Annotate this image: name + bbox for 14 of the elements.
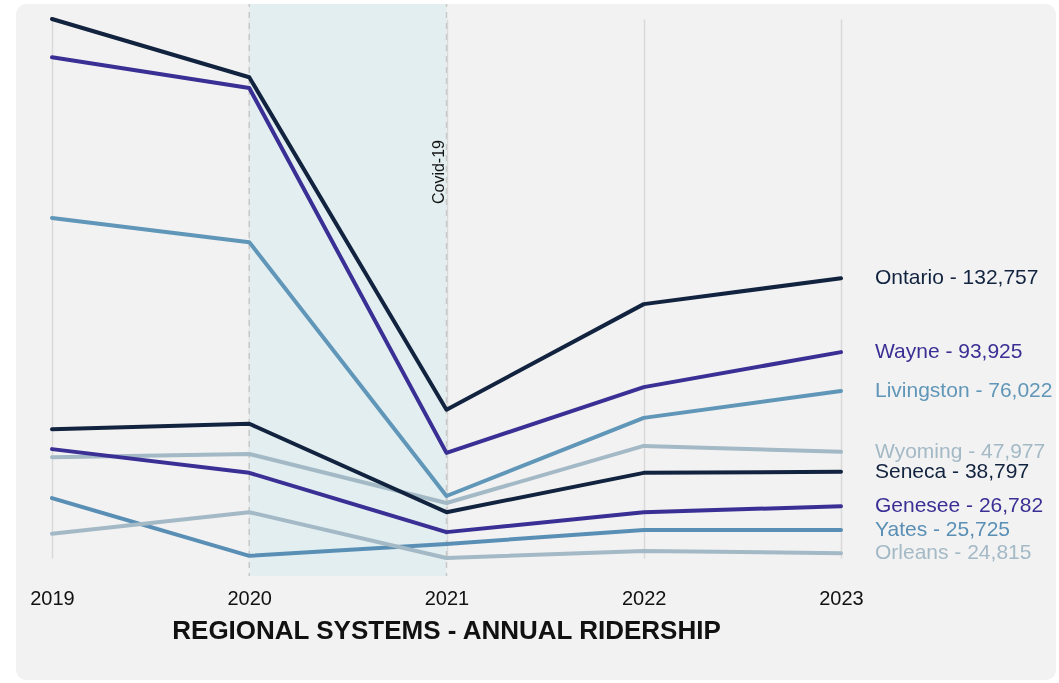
series-label: Orleans - 24,815 xyxy=(875,540,1032,564)
band-label: Covid-19 xyxy=(429,139,447,205)
text: REGIONAL SYSTEMS - ANNUAL RIDERSHIP xyxy=(172,615,721,645)
x-tick-label: 2022 xyxy=(622,586,667,609)
series-label: Livingston - 76,022 xyxy=(875,377,1053,401)
series-label: Yates - 25,725 xyxy=(875,516,1011,540)
x-tick-label: 2020 xyxy=(227,586,272,609)
x-tick-label: 2023 xyxy=(819,586,864,609)
series-label: Wayne - 93,925 xyxy=(875,339,1023,363)
series-label: Ontario - 132,757 xyxy=(875,265,1039,289)
series-label: Genesee - 26,782 xyxy=(875,493,1044,517)
x-tick-label: 2019 xyxy=(30,586,75,609)
x-tick-label: 2021 xyxy=(424,586,470,609)
series-label: Wyoming - 47,977 xyxy=(875,438,1046,462)
